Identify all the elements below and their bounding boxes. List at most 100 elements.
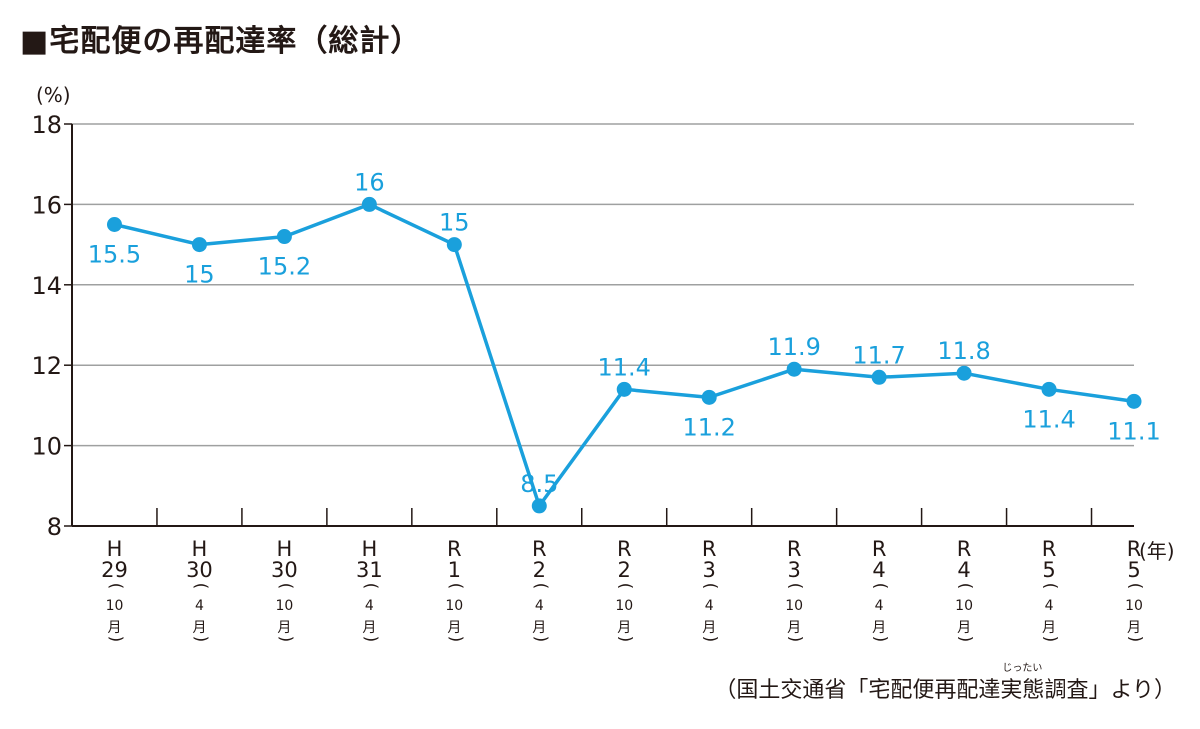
x-tick-label-month-suffix: 月 bbox=[447, 620, 461, 636]
data-point bbox=[1041, 381, 1057, 397]
x-tick-label-year: 5 bbox=[1042, 558, 1055, 582]
data-label: 15.2 bbox=[258, 253, 311, 281]
data-point bbox=[871, 369, 887, 385]
x-tick-label-open-paren: ( bbox=[105, 583, 125, 590]
y-tick-label: 8 bbox=[47, 513, 62, 541]
x-tick-label-month: 10 bbox=[275, 598, 293, 614]
x-tick-label-era: R bbox=[872, 537, 887, 561]
x-tick-label-era: R bbox=[1127, 537, 1142, 561]
x-tick-label-year: 2 bbox=[618, 558, 631, 582]
x-tick-label-year: 3 bbox=[787, 558, 800, 582]
data-label: 11.4 bbox=[598, 353, 651, 381]
x-tick-label-month-suffix: 月 bbox=[107, 620, 121, 636]
x-tick-label-month-suffix: 月 bbox=[1127, 620, 1141, 636]
x-tick-label-year: 1 bbox=[448, 558, 461, 582]
x-tick-label-era: H bbox=[277, 537, 293, 561]
x-tick-label-month: 4 bbox=[195, 598, 204, 614]
data-label: 16 bbox=[354, 168, 385, 196]
x-tick-label-month-suffix: 月 bbox=[872, 620, 886, 636]
x-tick-label-month: 10 bbox=[445, 598, 463, 614]
data-label: 15 bbox=[184, 261, 215, 289]
y-tick-label: 14 bbox=[31, 272, 62, 300]
data-point bbox=[191, 237, 207, 253]
x-tick-label-close-paren: ) bbox=[360, 636, 380, 643]
x-axis-labels: H29(10月)H30(4月)H30(10月)H31(4月)R1(10月)R2(… bbox=[101, 537, 1145, 642]
x-tick-label-year: 2 bbox=[533, 558, 546, 582]
data-point bbox=[956, 365, 972, 381]
x-tick-label-close-paren: ) bbox=[700, 636, 720, 643]
x-tick-label-month-suffix: 月 bbox=[617, 620, 631, 636]
chart-title: ■宅配便の再配達率（総計） bbox=[20, 24, 422, 59]
data-point bbox=[361, 196, 377, 212]
x-tick-label-open-paren: ( bbox=[275, 583, 295, 590]
y-tick-label: 12 bbox=[31, 352, 62, 380]
y-tick-label: 10 bbox=[31, 433, 62, 461]
data-label: 11.8 bbox=[937, 337, 990, 365]
x-tick-label-era: R bbox=[702, 537, 717, 561]
data-label: 8.5 bbox=[520, 470, 558, 498]
x-tick-label-open-paren: ( bbox=[1125, 583, 1145, 590]
gridlines bbox=[72, 123, 1134, 447]
data-label: 15 bbox=[439, 209, 470, 237]
x-tick-label-year: 29 bbox=[101, 558, 128, 582]
x-tick-label-open-paren: ( bbox=[360, 583, 380, 590]
x-tick-label-month-suffix: 月 bbox=[1042, 620, 1056, 636]
x-tick-label-year: 4 bbox=[957, 558, 970, 582]
x-tick-label-close-paren: ) bbox=[615, 636, 635, 643]
data-label: 11.7 bbox=[852, 341, 905, 369]
x-tick-label-month-suffix: 月 bbox=[787, 620, 801, 636]
data-label: 11.4 bbox=[1022, 405, 1075, 433]
x-tick-label-month: 4 bbox=[705, 598, 714, 614]
x-tick-label-open-paren: ( bbox=[615, 583, 635, 590]
x-tick-label-close-paren: ) bbox=[1040, 636, 1060, 643]
x-tick-label-era: H bbox=[192, 537, 208, 561]
x-tick-label-year: 30 bbox=[186, 558, 213, 582]
y-unit-label: (%) bbox=[36, 83, 71, 107]
x-tick-label-month-suffix: 月 bbox=[957, 620, 971, 636]
data-points bbox=[106, 196, 1142, 514]
data-point bbox=[106, 217, 122, 232]
x-tick-label-era: R bbox=[447, 537, 462, 561]
x-tick-label-month: 10 bbox=[106, 598, 124, 614]
x-tick-label-month-suffix: 月 bbox=[277, 620, 291, 636]
x-tick-label-era: H bbox=[361, 537, 377, 561]
ruby-reading: じったい bbox=[1002, 663, 1043, 674]
x-tick-label-month: 4 bbox=[875, 598, 884, 614]
x-tick-label-close-paren: ) bbox=[785, 636, 805, 643]
x-tick-label-month: 10 bbox=[785, 598, 803, 614]
x-tick-label-open-paren: ( bbox=[955, 583, 975, 590]
data-labels: 15.5 15 15.2 16 15 8.5 11.4 11.2 11.9 11.7 11.8 11.… bbox=[88, 168, 1161, 498]
data-point bbox=[701, 389, 717, 405]
x-tick-label-close-paren: ) bbox=[955, 636, 975, 643]
ruby-annotated-word: じったい 実態 bbox=[1000, 663, 1044, 704]
x-tick-label-era: R bbox=[617, 537, 632, 561]
x-tick-label-month: 4 bbox=[1045, 598, 1054, 614]
x-tick-label-month: 10 bbox=[955, 598, 973, 614]
x-tick-label-close-paren: ) bbox=[105, 636, 125, 643]
x-tick-label-close-paren: ) bbox=[275, 636, 295, 643]
data-label: 11.9 bbox=[767, 333, 820, 361]
x-tick-label-open-paren: ( bbox=[870, 583, 890, 590]
x-tick-label-open-paren: ( bbox=[190, 583, 210, 590]
data-label: 11.2 bbox=[682, 413, 735, 441]
x-tick-label-month-suffix: 月 bbox=[532, 620, 546, 636]
x-tick-label-era: R bbox=[957, 537, 972, 561]
x-tick-label-year: 4 bbox=[872, 558, 885, 582]
x-tick-label-open-paren: ( bbox=[785, 583, 805, 590]
source-note: （国土交通省「宅配便再配達 じったい 実態調査」より） bbox=[714, 663, 1176, 704]
source-suffix: 調査」より） bbox=[1044, 678, 1176, 703]
x-tick-label-close-paren: ) bbox=[445, 636, 465, 643]
y-tick-label: 18 bbox=[31, 111, 62, 139]
x-tick-label-close-paren: ) bbox=[870, 636, 890, 643]
data-point bbox=[786, 361, 802, 377]
x-tick-label-open-paren: ( bbox=[1040, 583, 1060, 590]
x-tick-label-year: 3 bbox=[703, 558, 716, 582]
x-tick-label-year: 31 bbox=[356, 558, 383, 582]
data-point bbox=[1126, 393, 1142, 409]
x-tick-label-month: 4 bbox=[535, 598, 544, 614]
x-tick-label-month: 4 bbox=[365, 598, 374, 614]
x-tick-label-open-paren: ( bbox=[700, 583, 720, 590]
x-tick-label-era: R bbox=[787, 537, 802, 561]
x-tick-label-era: R bbox=[1042, 537, 1057, 561]
